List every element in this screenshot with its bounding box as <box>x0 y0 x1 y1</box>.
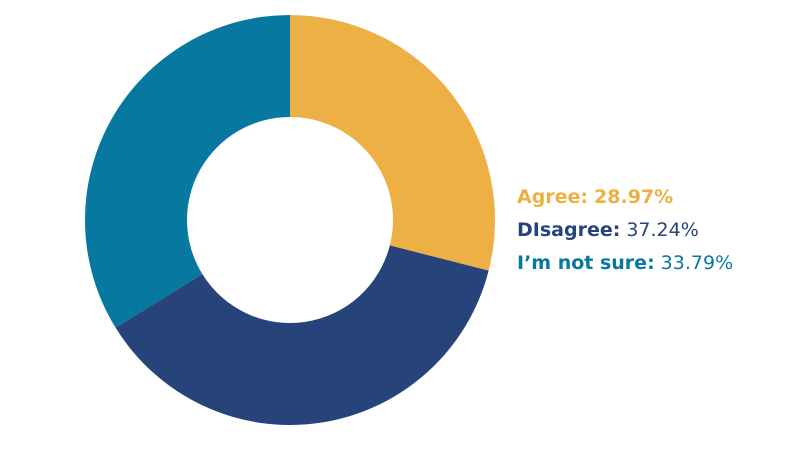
legend-value: 28.97% <box>594 186 673 208</box>
legend-value: 33.79% <box>661 252 733 274</box>
slice <box>115 245 489 425</box>
slice <box>290 15 495 271</box>
legend-label: DIsagree: <box>517 219 620 241</box>
legend-label: Agree: <box>517 186 588 208</box>
legend-label: I’m not sure: <box>517 252 655 274</box>
legend-entry: DIsagree: 37.24% <box>517 219 699 241</box>
slice <box>85 15 290 328</box>
legend-entry: Agree: 28.97% <box>517 186 673 208</box>
legend-value: 37.24% <box>626 219 698 241</box>
legend-entry: I’m not sure: 33.79% <box>517 252 733 274</box>
